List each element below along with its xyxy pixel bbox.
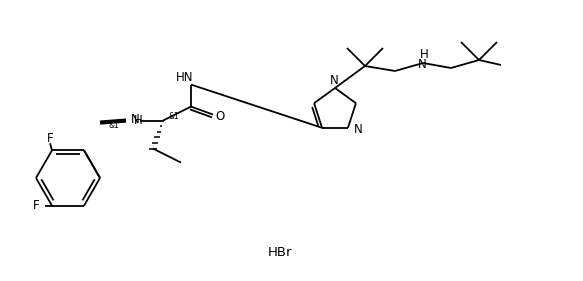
Text: &1: &1 xyxy=(168,112,179,121)
Text: N: N xyxy=(329,74,338,87)
Text: N: N xyxy=(131,113,140,126)
Text: HN: HN xyxy=(176,71,194,84)
Text: N: N xyxy=(354,123,363,136)
Text: O: O xyxy=(215,110,224,123)
Text: H: H xyxy=(134,114,143,127)
Text: HBr: HBr xyxy=(268,246,292,259)
Text: &1: &1 xyxy=(108,121,119,130)
Text: F: F xyxy=(47,132,53,145)
Text: H: H xyxy=(420,49,429,62)
Text: N: N xyxy=(417,58,426,71)
Text: F: F xyxy=(33,199,40,212)
